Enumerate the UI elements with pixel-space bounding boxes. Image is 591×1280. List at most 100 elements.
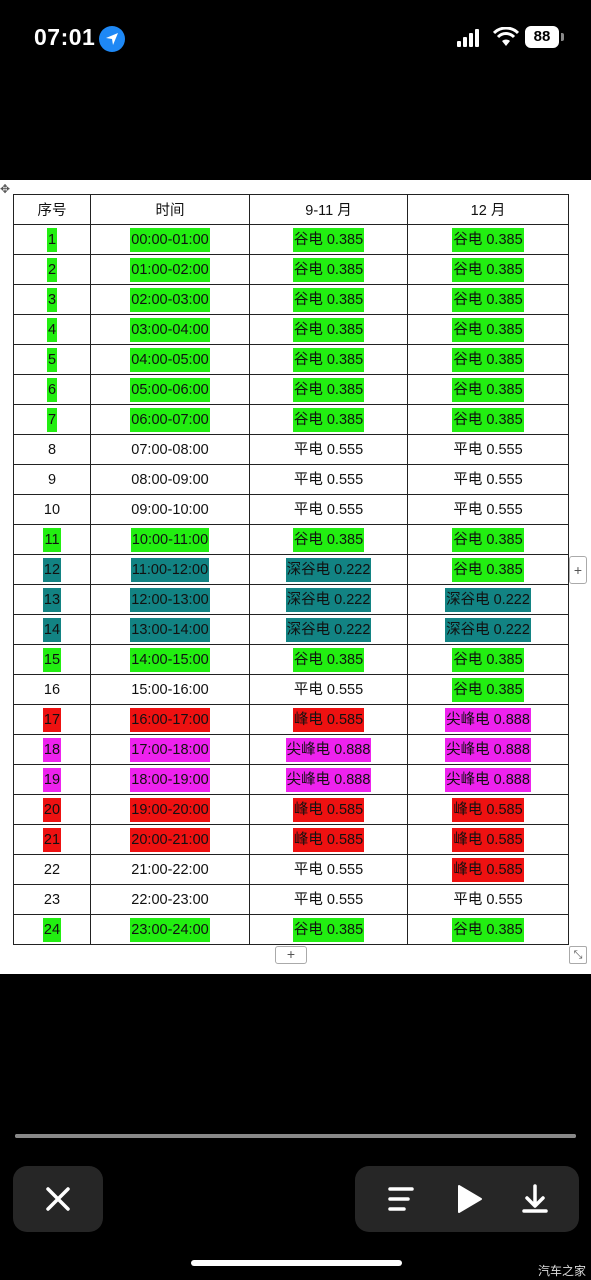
cell-index-text: 3 xyxy=(46,287,58,312)
cell-sep-nov-rate-text: 谷电 0.385 xyxy=(292,917,365,942)
cell-sep-nov-rate: 深谷电 0.222 xyxy=(249,614,408,645)
cell-time-text: 19:00-20:00 xyxy=(130,797,210,822)
table-row: 15 14:00-15:00 谷电 0.385 谷电 0.385 xyxy=(13,644,569,675)
cell-time-text: 20:00-21:00 xyxy=(130,827,210,852)
cell-index: 24 xyxy=(13,914,91,945)
table-row: 17 16:00-17:00 峰电 0.585 尖峰电 0.888 xyxy=(13,704,569,735)
home-indicator[interactable] xyxy=(191,1260,402,1266)
cell-time-text: 16:00-17:00 xyxy=(130,707,210,732)
cell-sep-nov-rate: 平电 0.555 xyxy=(249,464,408,495)
cell-index-text: 17 xyxy=(42,707,62,732)
cell-dec-rate: 峰电 0.585 xyxy=(407,824,569,855)
table-row: 19 18:00-19:00 尖峰电 0.888 尖峰电 0.888 xyxy=(13,764,569,795)
cell-time-text: 12:00-13:00 xyxy=(130,587,210,612)
cell-time-text: 02:00-03:00 xyxy=(130,287,210,312)
cell-dec-rate: 深谷电 0.222 xyxy=(407,584,569,615)
cell-dec-rate-text: 谷电 0.385 xyxy=(452,377,524,402)
cell-time: 14:00-15:00 xyxy=(90,644,250,675)
cell-dec-rate: 谷电 0.385 xyxy=(407,254,569,285)
table-row: 16 15:00-16:00 平电 0.555 谷电 0.385 xyxy=(13,674,569,705)
add-row-button[interactable]: + xyxy=(275,946,307,964)
add-column-button[interactable]: + xyxy=(569,556,587,584)
cell-sep-nov-rate: 峰电 0.585 xyxy=(249,824,408,855)
menu-button[interactable] xyxy=(371,1166,431,1232)
cell-time-text: 09:00-10:00 xyxy=(131,501,209,518)
cell-sep-nov-rate-text: 谷电 0.385 xyxy=(292,347,365,372)
cell-index: 12 xyxy=(13,554,91,585)
cell-dec-rate: 峰电 0.585 xyxy=(407,854,569,885)
location-icon xyxy=(99,26,125,52)
cell-time-text: 17:00-18:00 xyxy=(130,737,210,762)
cellular-signal-icon xyxy=(457,29,485,47)
cell-dec-rate-text: 尖峰电 0.888 xyxy=(445,707,531,732)
play-button[interactable] xyxy=(439,1166,499,1232)
cell-index: 16 xyxy=(13,674,91,705)
table-move-handle-icon[interactable]: ✥ xyxy=(0,182,11,196)
cell-sep-nov-rate: 谷电 0.385 xyxy=(249,644,408,675)
cell-time: 08:00-09:00 xyxy=(90,464,250,495)
close-icon xyxy=(46,1187,70,1211)
cell-time: 03:00-04:00 xyxy=(90,314,250,345)
cell-time-text: 15:00-16:00 xyxy=(131,681,209,698)
cell-index-text: 20 xyxy=(42,797,62,822)
cell-index: 3 xyxy=(13,284,91,315)
cell-index: 5 xyxy=(13,344,91,375)
cell-sep-nov-rate: 谷电 0.385 xyxy=(249,254,408,285)
cell-index: 13 xyxy=(13,584,91,615)
download-button[interactable] xyxy=(505,1166,565,1232)
table-row: 5 04:00-05:00 谷电 0.385 谷电 0.385 xyxy=(13,344,569,375)
cell-index-text: 5 xyxy=(46,347,58,372)
cell-sep-nov-rate: 深谷电 0.222 xyxy=(249,554,408,585)
cell-dec-rate-text: 尖峰电 0.888 xyxy=(445,737,531,762)
download-icon xyxy=(522,1184,548,1213)
table-row: 3 02:00-03:00 谷电 0.385 谷电 0.385 xyxy=(13,284,569,315)
cell-dec-rate-text: 峰电 0.585 xyxy=(452,827,524,852)
cell-index-text: 10 xyxy=(43,501,61,518)
cell-time-text: 13:00-14:00 xyxy=(130,617,210,642)
cell-sep-nov-rate: 峰电 0.585 xyxy=(249,704,408,735)
table-header-row: 序号 时间 9-11 月 12 月 xyxy=(13,194,569,225)
table-row: 13 12:00-13:00 深谷电 0.222 深谷电 0.222 xyxy=(13,584,569,615)
cell-sep-nov-rate-text: 谷电 0.385 xyxy=(292,527,365,552)
header-time: 时间 xyxy=(90,194,250,225)
header-dec: 12 月 xyxy=(407,194,569,225)
table-row: 10 09:00-10:00 平电 0.555 平电 0.555 xyxy=(13,494,569,525)
close-button[interactable] xyxy=(13,1166,103,1232)
cell-time: 09:00-10:00 xyxy=(90,494,250,525)
cell-time-text: 05:00-06:00 xyxy=(130,377,210,402)
table-resize-icon[interactable]: ⤡ xyxy=(569,946,587,964)
cell-time: 02:00-03:00 xyxy=(90,284,250,315)
cell-dec-rate-text: 平电 0.555 xyxy=(453,891,523,908)
cell-dec-rate-text: 谷电 0.385 xyxy=(452,527,524,552)
cell-dec-rate: 平电 0.555 xyxy=(407,464,569,495)
cell-index: 23 xyxy=(13,884,91,915)
cell-time-text: 14:00-15:00 xyxy=(130,647,210,672)
wifi-icon xyxy=(493,27,519,46)
cell-index: 1 xyxy=(13,224,91,255)
table-row: 24 23:00-24:00 谷电 0.385 谷电 0.385 xyxy=(13,914,569,945)
cell-dec-rate: 深谷电 0.222 xyxy=(407,614,569,645)
cell-time-text: 06:00-07:00 xyxy=(130,407,210,432)
cell-index-text: 2 xyxy=(46,257,58,282)
cell-index: 4 xyxy=(13,314,91,345)
cell-sep-nov-rate-text: 峰电 0.585 xyxy=(292,707,365,732)
cell-dec-rate-text: 谷电 0.385 xyxy=(452,407,524,432)
status-bar: 07:01 88 xyxy=(0,0,591,76)
cell-sep-nov-rate: 谷电 0.385 xyxy=(249,374,408,405)
cell-sep-nov-rate-text: 尖峰电 0.888 xyxy=(285,737,372,762)
cell-dec-rate: 谷电 0.385 xyxy=(407,284,569,315)
cell-index: 7 xyxy=(13,404,91,435)
table-row: 21 20:00-21:00 峰电 0.585 峰电 0.585 xyxy=(13,824,569,855)
cell-dec-rate-text: 谷电 0.385 xyxy=(452,557,524,582)
cell-sep-nov-rate-text: 平电 0.555 xyxy=(293,441,364,458)
cell-dec-rate: 尖峰电 0.888 xyxy=(407,764,569,795)
video-progress-bar[interactable] xyxy=(15,1134,576,1138)
cell-index: 18 xyxy=(13,734,91,765)
cell-sep-nov-rate-text: 谷电 0.385 xyxy=(292,377,365,402)
cell-sep-nov-rate: 平电 0.555 xyxy=(249,854,408,885)
cell-dec-rate-text: 深谷电 0.222 xyxy=(445,587,531,612)
cell-sep-nov-rate-text: 深谷电 0.222 xyxy=(285,587,372,612)
cell-dec-rate: 谷电 0.385 xyxy=(407,644,569,675)
cell-dec-rate-text: 谷电 0.385 xyxy=(452,257,524,282)
cell-index-text: 21 xyxy=(42,827,62,852)
